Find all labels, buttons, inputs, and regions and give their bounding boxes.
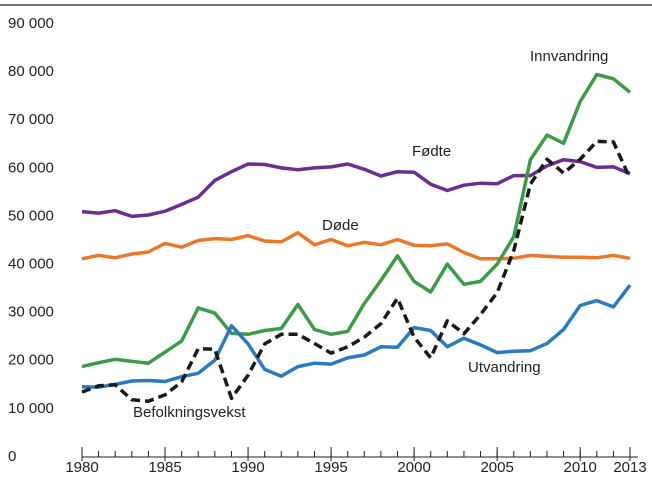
- y-tick-label: 20 000: [8, 352, 54, 369]
- y-tick-label: 30 000: [8, 304, 54, 321]
- y-tick-label: 70 000: [8, 111, 54, 128]
- y-tick-label: 80 000: [8, 63, 54, 80]
- y-tick-label: 40 000: [8, 256, 54, 273]
- x-tick-label: 2000: [397, 459, 430, 476]
- y-tick-label: 10 000: [8, 400, 54, 417]
- y-tick-label: 0: [8, 448, 16, 465]
- series-label: Befolkningsvekst: [133, 404, 246, 421]
- x-tick-label: 1995: [314, 459, 347, 476]
- series-label: Utvandring: [468, 359, 541, 376]
- x-tick-label: 2005: [480, 459, 513, 476]
- x-tick-label: 1980: [65, 459, 98, 476]
- series-line: [81, 157, 631, 219]
- series-line: [81, 231, 631, 261]
- series-label: Innvandring: [530, 48, 608, 65]
- series-label: Fødte: [412, 143, 451, 160]
- y-tick-label: 50 000: [8, 207, 54, 224]
- x-tick-label: 1990: [231, 459, 264, 476]
- series-line: [81, 139, 632, 403]
- x-tick-label: 1985: [148, 459, 181, 476]
- x-tick-label: 2010: [563, 459, 596, 476]
- series-label: Døde: [322, 217, 359, 234]
- series-line: [81, 72, 632, 369]
- y-tick-label: 60 000: [8, 159, 54, 176]
- x-tick-label: 2013: [613, 459, 646, 476]
- y-tick-label: 90 000: [8, 15, 54, 32]
- series-line: [81, 284, 632, 389]
